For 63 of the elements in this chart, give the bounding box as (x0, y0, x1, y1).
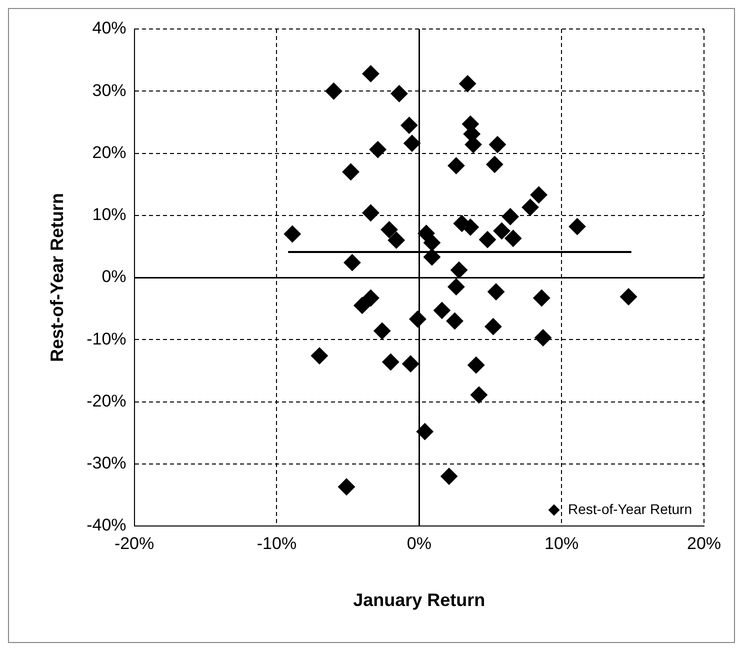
x-tick-label: -10% (256, 534, 297, 553)
point (380, 221, 398, 238)
point (450, 262, 468, 279)
point (502, 208, 519, 226)
point (404, 134, 421, 152)
x-tick-label: 10% (544, 534, 579, 553)
point (488, 136, 506, 154)
point (534, 329, 552, 346)
point (433, 302, 450, 319)
point (342, 163, 360, 180)
x-tick-label: 0% (406, 534, 432, 553)
y-tick-label: 10% (92, 205, 126, 224)
point (338, 478, 356, 496)
point (568, 218, 586, 236)
y-tick-label: 0% (102, 267, 126, 286)
point (362, 204, 380, 222)
point (468, 356, 485, 374)
point (522, 198, 539, 216)
point (362, 290, 380, 306)
y-tick-label: -40% (86, 516, 126, 535)
y-axis-title: Rest-of-Year Return (46, 192, 67, 362)
point (325, 82, 342, 100)
point (354, 296, 371, 314)
point (416, 423, 434, 440)
x-axis-title: January Return (353, 590, 486, 610)
y-tick-label: 40% (92, 18, 126, 38)
point (388, 232, 405, 249)
x-tick-label: 20% (686, 534, 722, 553)
point (484, 318, 502, 336)
point (440, 468, 458, 485)
point (448, 278, 465, 296)
point (486, 156, 504, 173)
point (423, 234, 440, 252)
point (362, 65, 380, 82)
point (369, 141, 386, 158)
point (284, 226, 301, 243)
point (620, 288, 638, 306)
point (310, 347, 328, 364)
point (382, 353, 400, 370)
point (470, 386, 488, 404)
point (446, 312, 464, 330)
point (448, 157, 465, 174)
point (533, 290, 550, 306)
point (402, 355, 420, 372)
legend-label: Rest-of-Year Return (568, 500, 692, 517)
point (479, 231, 496, 248)
y-tick-label: -30% (86, 454, 126, 473)
point (374, 322, 391, 340)
point (409, 310, 426, 328)
y-tick-label: 30% (92, 80, 126, 100)
point (400, 116, 418, 134)
x-tick-label: -20% (114, 534, 154, 553)
point (390, 85, 408, 102)
y-tick-label: 20% (92, 142, 126, 162)
point (488, 283, 505, 300)
point (344, 254, 361, 272)
point (530, 186, 548, 204)
point (493, 222, 510, 240)
point (459, 75, 476, 92)
y-tick-label: -10% (86, 329, 126, 348)
point (423, 248, 440, 266)
point (504, 230, 522, 247)
y-tick-label: -20% (86, 391, 126, 410)
